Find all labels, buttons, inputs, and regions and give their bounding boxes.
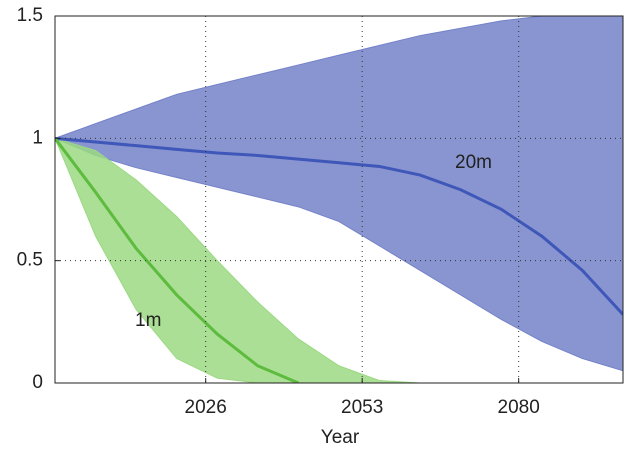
mean-line (55, 136, 623, 316)
plot-frame (54, 15, 624, 384)
series-label: 1m (135, 310, 161, 331)
x-tick-label: 2053 (341, 397, 383, 418)
plot (55, 16, 623, 383)
x-tick-label: 2026 (185, 397, 227, 418)
y-tick-label: 1.5 (17, 5, 43, 26)
series-label: 20m (455, 152, 492, 173)
y-tick-label: 0 (32, 372, 43, 393)
spread-band (55, 137, 623, 383)
y-tick-label: 1 (32, 127, 43, 148)
y-tick-label: 0.5 (17, 250, 43, 271)
spread-band (55, 16, 623, 372)
x-tick-label: 2080 (498, 397, 540, 418)
mean-line (55, 137, 300, 383)
x-axis-label: Year (321, 427, 360, 448)
